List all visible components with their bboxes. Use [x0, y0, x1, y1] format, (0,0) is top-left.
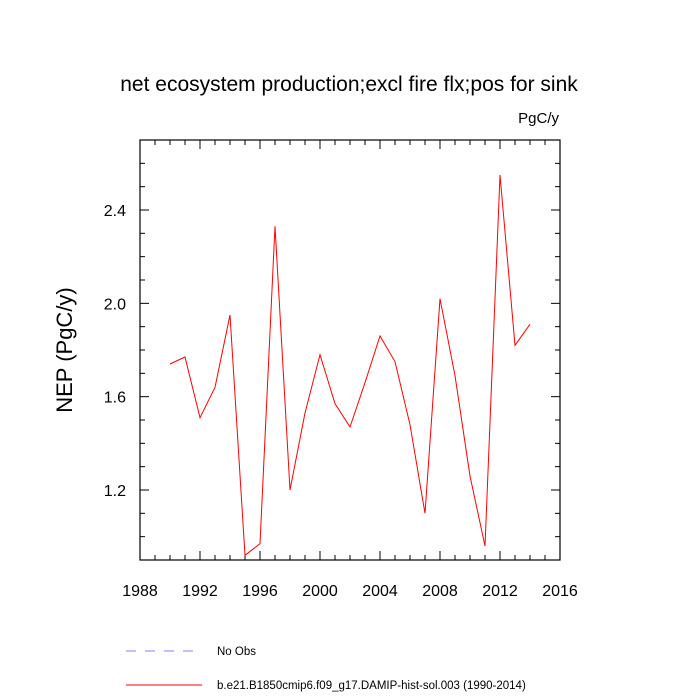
x-tick-label: 1996: [242, 583, 278, 600]
x-tick-label: 1992: [182, 583, 218, 600]
units-label: PgC/y: [518, 110, 559, 127]
legend: No Obs b.e21.B1850cmip6.f09_g17.DAMIP-hi…: [126, 646, 526, 692]
plot-frame: [139, 139, 561, 561]
x-tick-label: 1988: [122, 583, 158, 600]
legend-label-no-obs: No Obs: [217, 646, 256, 658]
x-tick-label: 2004: [362, 583, 398, 600]
y-tick-label: 2.4: [104, 203, 126, 220]
series-layer: [169, 174, 531, 557]
y-tick-label: 1.2: [104, 483, 126, 500]
y-tick-label: 1.6: [104, 390, 126, 407]
x-tick-labels: 1988 1992 1996 2000 2004 2008 2012 2016: [122, 583, 578, 600]
x-tick-label: 2008: [422, 583, 458, 600]
legend-label-model: b.e21.B1850cmip6.f09_g17.DAMIP-hist-sol.…: [217, 680, 526, 692]
y-tick-labels: 1.2 1.6 2.0 2.4: [104, 203, 126, 500]
x-tick-label: 2016: [542, 583, 578, 600]
y-axis-label: NEP (PgC/y): [52, 287, 77, 413]
chart-title: net ecosystem production;excl fire flx;p…: [120, 73, 578, 96]
x-tick-label: 2000: [302, 583, 338, 600]
y-tick-label: 2.0: [104, 296, 126, 313]
x-tick-label: 2012: [482, 583, 518, 600]
axis-ticks: [139, 140, 561, 560]
series-line: [169, 174, 531, 557]
